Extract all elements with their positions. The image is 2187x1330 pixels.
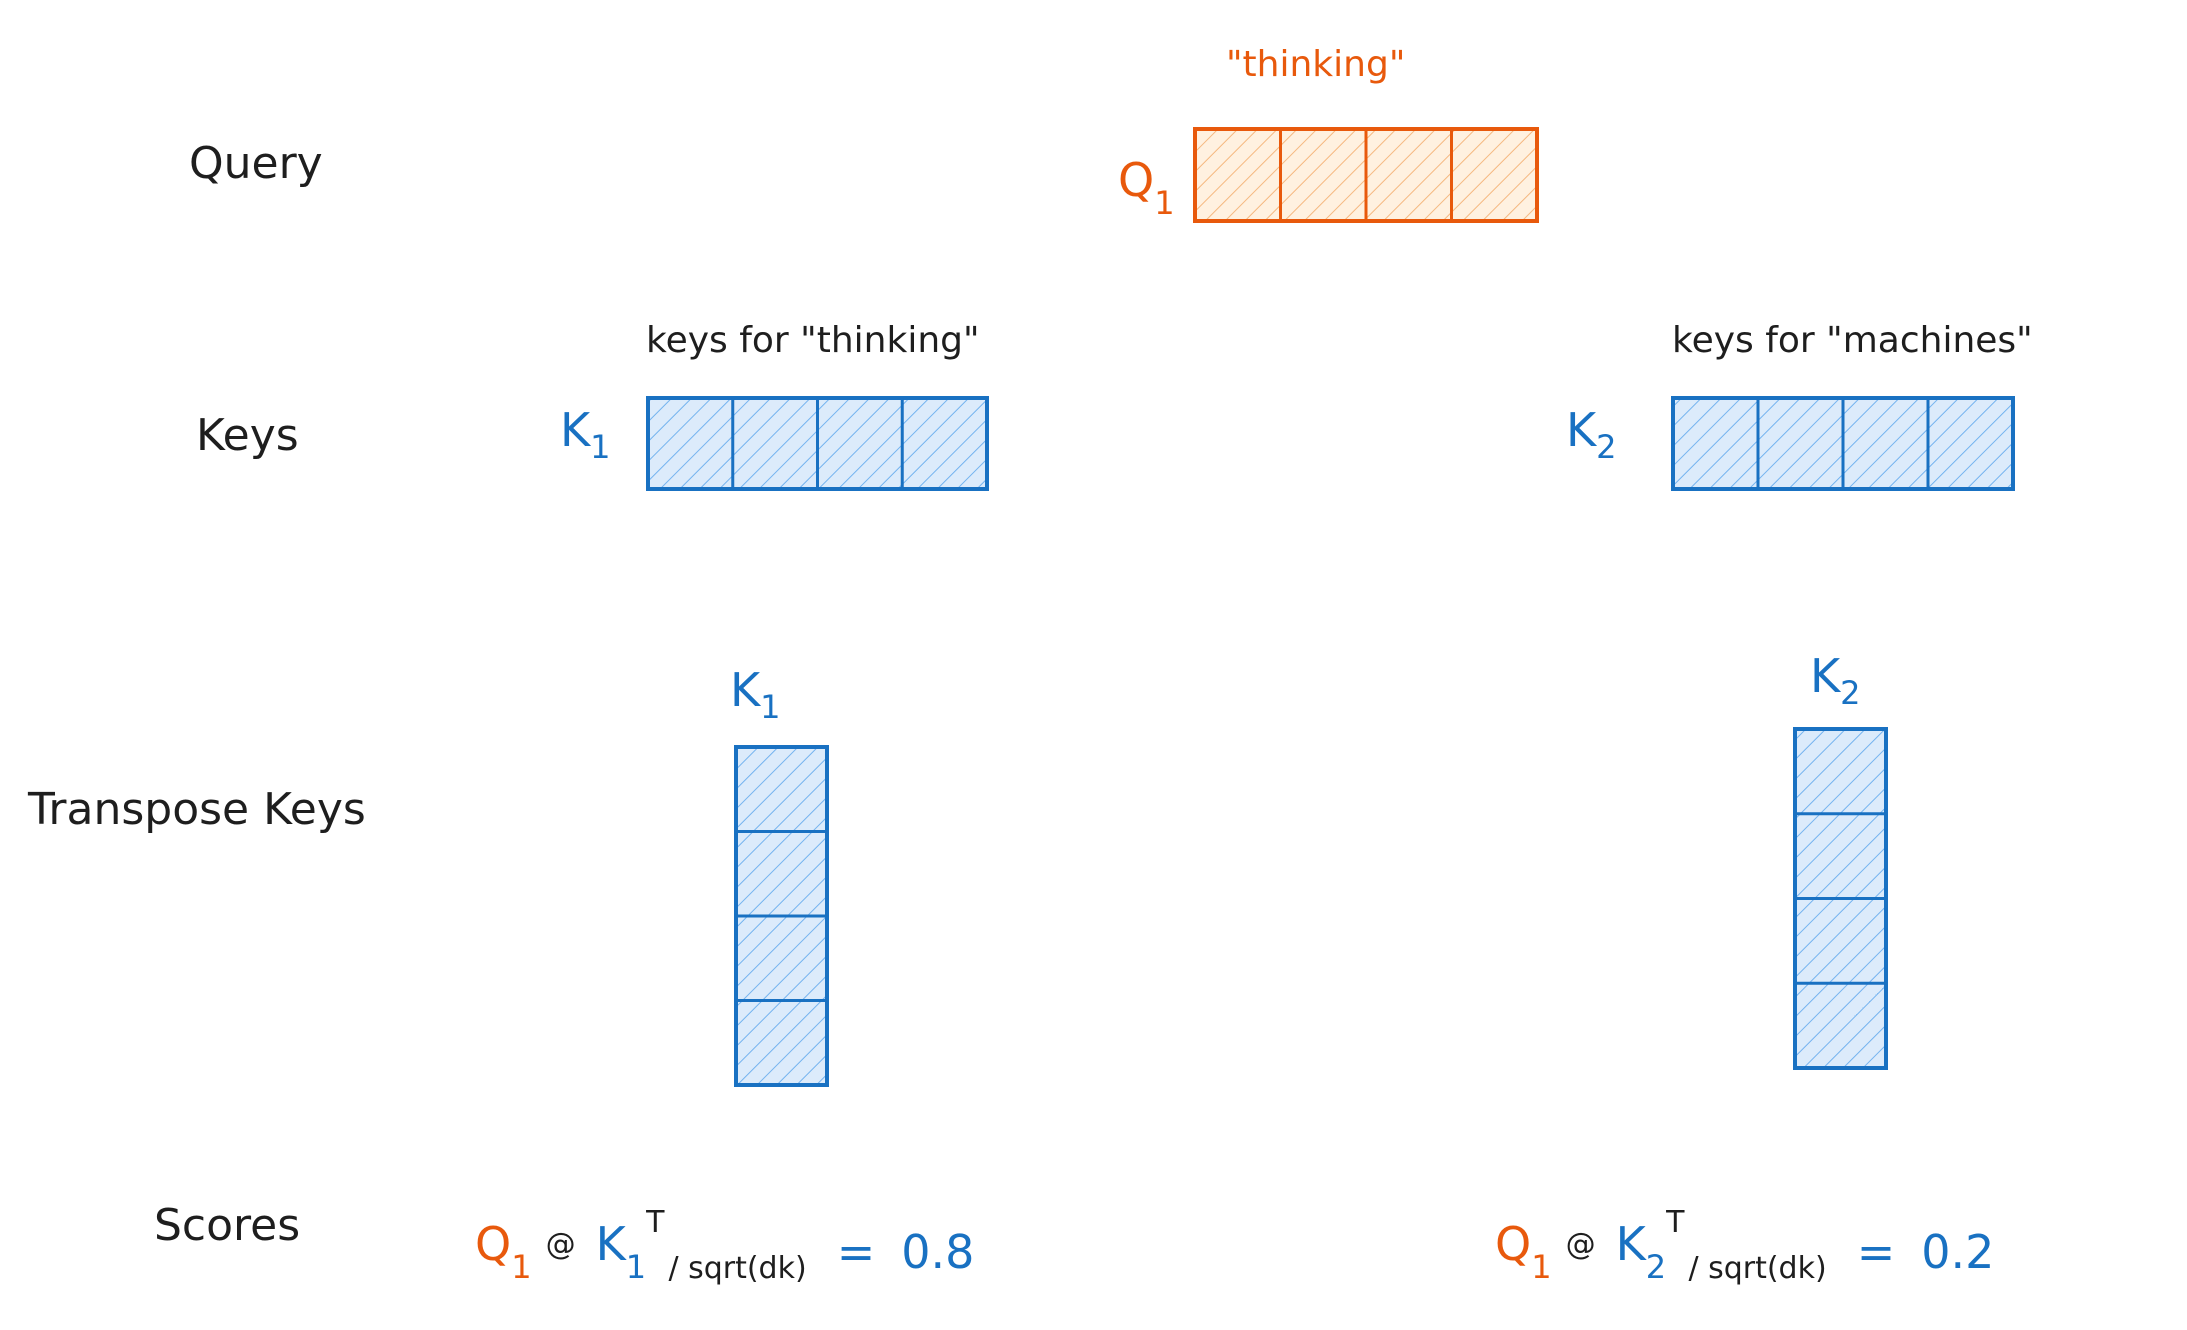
transposed-symbol: K2 <box>1810 649 1861 712</box>
row-label: Query <box>189 138 323 189</box>
query-caption: "thinking" <box>1226 44 1405 85</box>
key-symbol: K1 <box>560 403 611 466</box>
row-label: Transpose Keys <box>27 784 366 835</box>
score-formula: Q1@ K2T/ sqrt(dk) = 0.2 <box>1495 1205 1994 1286</box>
row-label: Scores <box>154 1200 300 1251</box>
query-symbol: Q1 <box>1118 153 1175 222</box>
score-formula: Q1@ K1T/ sqrt(dk) = 0.8 <box>475 1205 974 1286</box>
key-caption: keys for "thinking" <box>646 320 980 361</box>
key-caption: keys for "machines" <box>1672 320 2033 361</box>
transposed-symbol: K1 <box>730 663 781 726</box>
key-symbol: K2 <box>1566 403 1617 466</box>
row-label: Keys <box>196 410 299 461</box>
